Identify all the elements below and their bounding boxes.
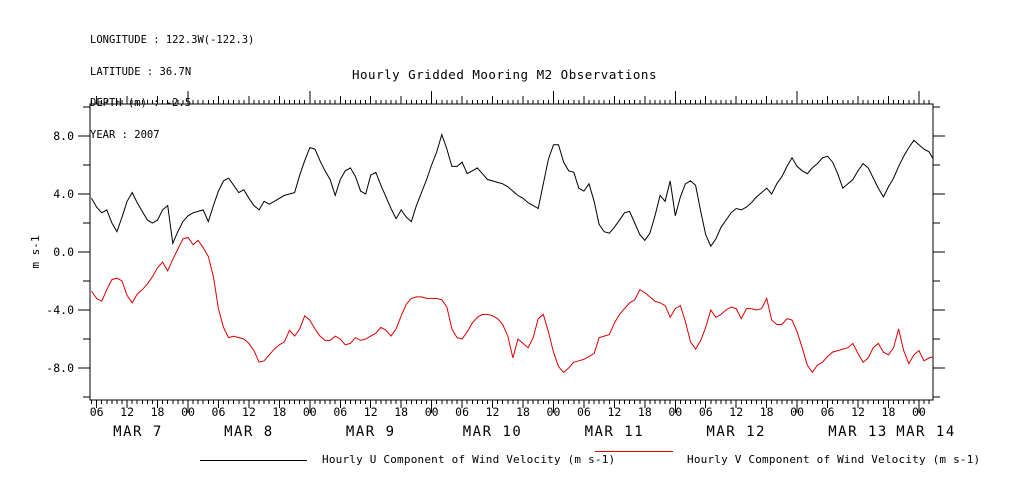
x-tick-label: 18	[151, 405, 165, 419]
legend-u-label: Hourly U Component of Wind Velocity (m s…	[322, 453, 616, 466]
y-ticks	[78, 106, 945, 398]
x-tick-label: 12	[486, 405, 500, 419]
x-tick-label: 06	[212, 405, 226, 419]
x-day-label: MAR 14	[896, 424, 956, 440]
chart-title: Hourly Gridded Mooring M2 Observations	[352, 67, 657, 82]
legend-v-line	[595, 451, 673, 452]
x-tick-label: 12	[607, 405, 621, 419]
x-day-label: MAR 11	[585, 424, 645, 440]
x-tick-label: 18	[882, 405, 896, 419]
x-tick-label: 12	[242, 405, 256, 419]
legend-v-label: Hourly V Component of Wind Velocity (m s…	[687, 453, 981, 466]
x-tick-label: 00	[547, 405, 561, 419]
y-tick-label: -8.0	[46, 361, 74, 375]
x-day-label: MAR 8	[224, 424, 274, 440]
x-tick-label: 06	[455, 405, 469, 419]
x-tick-label: 00	[181, 405, 195, 419]
legend-u-line	[200, 460, 307, 461]
x-tick-label: 18	[272, 405, 286, 419]
y-tick-label: -4.0	[46, 303, 74, 317]
y-tick-label: 4.0	[53, 187, 74, 201]
x-tick-label: 06	[821, 405, 835, 419]
y-tick-label: 8.0	[53, 129, 74, 143]
u-series-line	[91, 132, 933, 248]
x-tick-label: 00	[425, 405, 439, 419]
x-tick-label: 12	[729, 405, 743, 419]
x-tick-label: 00	[790, 405, 804, 419]
info-latitude: LATITUDE : 36.7N	[90, 65, 192, 78]
v-series-line	[91, 236, 933, 374]
x-tick-label: 06	[577, 405, 591, 419]
x-tick-label: 18	[516, 405, 530, 419]
x-tick-label: 12	[364, 405, 378, 419]
x-tick-label: 00	[912, 405, 926, 419]
info-year: YEAR : 2007	[90, 128, 160, 141]
x-day-label: MAR 12	[706, 424, 766, 440]
x-tick-label: 18	[394, 405, 408, 419]
y-tick-label: 0.0	[53, 245, 74, 259]
x-tick-label: 06	[90, 405, 104, 419]
x-tick-label: 12	[851, 405, 865, 419]
x-tick-label: 06	[333, 405, 347, 419]
x-tick-label: 12	[120, 405, 134, 419]
x-day-label: MAR 10	[463, 424, 523, 440]
x-ticks	[91, 91, 930, 413]
plot-box	[89, 103, 934, 401]
x-tick-label: 06	[699, 405, 713, 419]
info-longitude: LONGITUDE : 122.3W(-122.3)	[90, 34, 255, 46]
x-tick-label: 18	[760, 405, 774, 419]
x-tick-label: 00	[668, 405, 682, 419]
x-day-label: MAR 9	[346, 424, 396, 440]
x-day-label: MAR 7	[113, 424, 163, 440]
x-tick-label: 18	[638, 405, 652, 419]
x-tick-label: 00	[303, 405, 317, 419]
x-day-label: MAR 13	[828, 424, 888, 440]
